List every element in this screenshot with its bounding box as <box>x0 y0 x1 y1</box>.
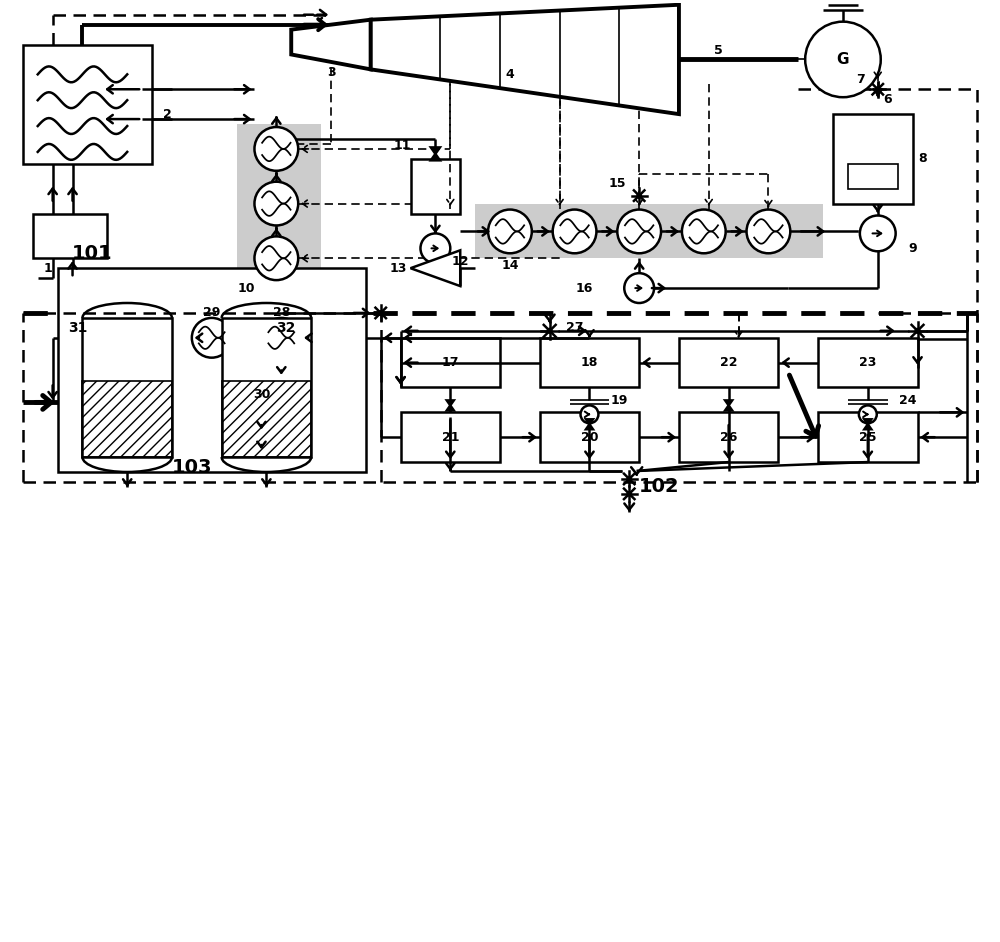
Circle shape <box>916 329 919 333</box>
Text: 20: 20 <box>581 430 598 444</box>
Bar <box>818 338 918 387</box>
Circle shape <box>860 216 896 252</box>
Bar <box>82 317 172 457</box>
Text: 19: 19 <box>611 394 628 407</box>
Bar <box>833 114 913 203</box>
Bar <box>848 164 898 188</box>
Bar <box>222 378 301 413</box>
Text: 23: 23 <box>859 356 877 369</box>
Text: 5: 5 <box>714 44 723 57</box>
Bar <box>82 381 172 457</box>
Text: 3: 3 <box>327 66 335 79</box>
Text: 102: 102 <box>639 478 679 496</box>
Bar <box>58 268 366 472</box>
Text: 21: 21 <box>442 430 459 444</box>
Text: 2: 2 <box>163 107 171 121</box>
Text: 30: 30 <box>253 388 270 401</box>
Polygon shape <box>447 400 454 405</box>
Circle shape <box>747 209 790 253</box>
Text: 103: 103 <box>172 458 212 477</box>
Bar <box>401 413 500 463</box>
Circle shape <box>876 88 879 91</box>
Text: 18: 18 <box>581 356 598 369</box>
Circle shape <box>261 317 301 358</box>
Bar <box>540 413 639 463</box>
Bar <box>33 214 107 258</box>
Bar <box>540 338 639 387</box>
Text: 32: 32 <box>277 321 296 334</box>
Polygon shape <box>725 405 732 411</box>
Polygon shape <box>431 147 440 154</box>
Circle shape <box>859 405 877 423</box>
Text: 26: 26 <box>720 430 737 444</box>
Bar <box>222 317 311 457</box>
Bar <box>679 413 778 463</box>
Text: 12: 12 <box>451 254 469 268</box>
Polygon shape <box>291 20 371 70</box>
Text: 8: 8 <box>918 153 927 166</box>
Text: 29: 29 <box>203 306 220 319</box>
Circle shape <box>805 22 881 97</box>
Polygon shape <box>586 419 593 424</box>
Circle shape <box>553 209 596 253</box>
Polygon shape <box>447 405 454 411</box>
Bar <box>679 338 778 387</box>
Text: 24: 24 <box>899 394 916 407</box>
Bar <box>237 124 321 303</box>
Text: 6: 6 <box>883 92 892 106</box>
Text: 22: 22 <box>720 356 737 369</box>
Polygon shape <box>371 5 679 114</box>
Text: 14: 14 <box>501 259 519 271</box>
Bar <box>475 203 823 258</box>
Text: 7: 7 <box>856 73 865 86</box>
Text: G: G <box>837 52 849 67</box>
Polygon shape <box>586 424 593 430</box>
Circle shape <box>682 209 726 253</box>
Circle shape <box>628 478 631 480</box>
Circle shape <box>624 273 654 303</box>
Circle shape <box>379 311 382 315</box>
Text: 9: 9 <box>908 242 917 255</box>
Text: 101: 101 <box>72 244 113 263</box>
Circle shape <box>254 127 298 171</box>
Text: 4: 4 <box>506 68 514 81</box>
Circle shape <box>628 493 631 495</box>
Text: 31: 31 <box>68 321 87 334</box>
Text: 16: 16 <box>576 282 593 295</box>
Text: 17: 17 <box>442 356 459 369</box>
Text: 11: 11 <box>394 139 411 153</box>
Bar <box>23 44 152 164</box>
Circle shape <box>638 194 641 197</box>
Circle shape <box>617 209 661 253</box>
Text: 28: 28 <box>273 306 290 319</box>
Polygon shape <box>725 400 732 405</box>
Polygon shape <box>864 419 871 424</box>
Polygon shape <box>431 154 440 160</box>
Text: 10: 10 <box>238 282 255 295</box>
Text: 1: 1 <box>43 262 52 275</box>
Bar <box>411 159 460 214</box>
Circle shape <box>548 329 552 333</box>
Text: 15: 15 <box>609 177 626 190</box>
Circle shape <box>488 209 532 253</box>
Circle shape <box>581 405 598 423</box>
Text: 27: 27 <box>566 321 583 334</box>
Circle shape <box>254 236 298 280</box>
Circle shape <box>420 234 450 263</box>
Polygon shape <box>864 424 871 430</box>
Bar <box>222 381 311 457</box>
Text: 25: 25 <box>859 430 877 444</box>
Bar <box>401 338 500 387</box>
Circle shape <box>192 317 232 358</box>
Polygon shape <box>411 251 460 286</box>
Bar <box>818 413 918 463</box>
Circle shape <box>254 182 298 225</box>
Text: 13: 13 <box>390 262 407 275</box>
